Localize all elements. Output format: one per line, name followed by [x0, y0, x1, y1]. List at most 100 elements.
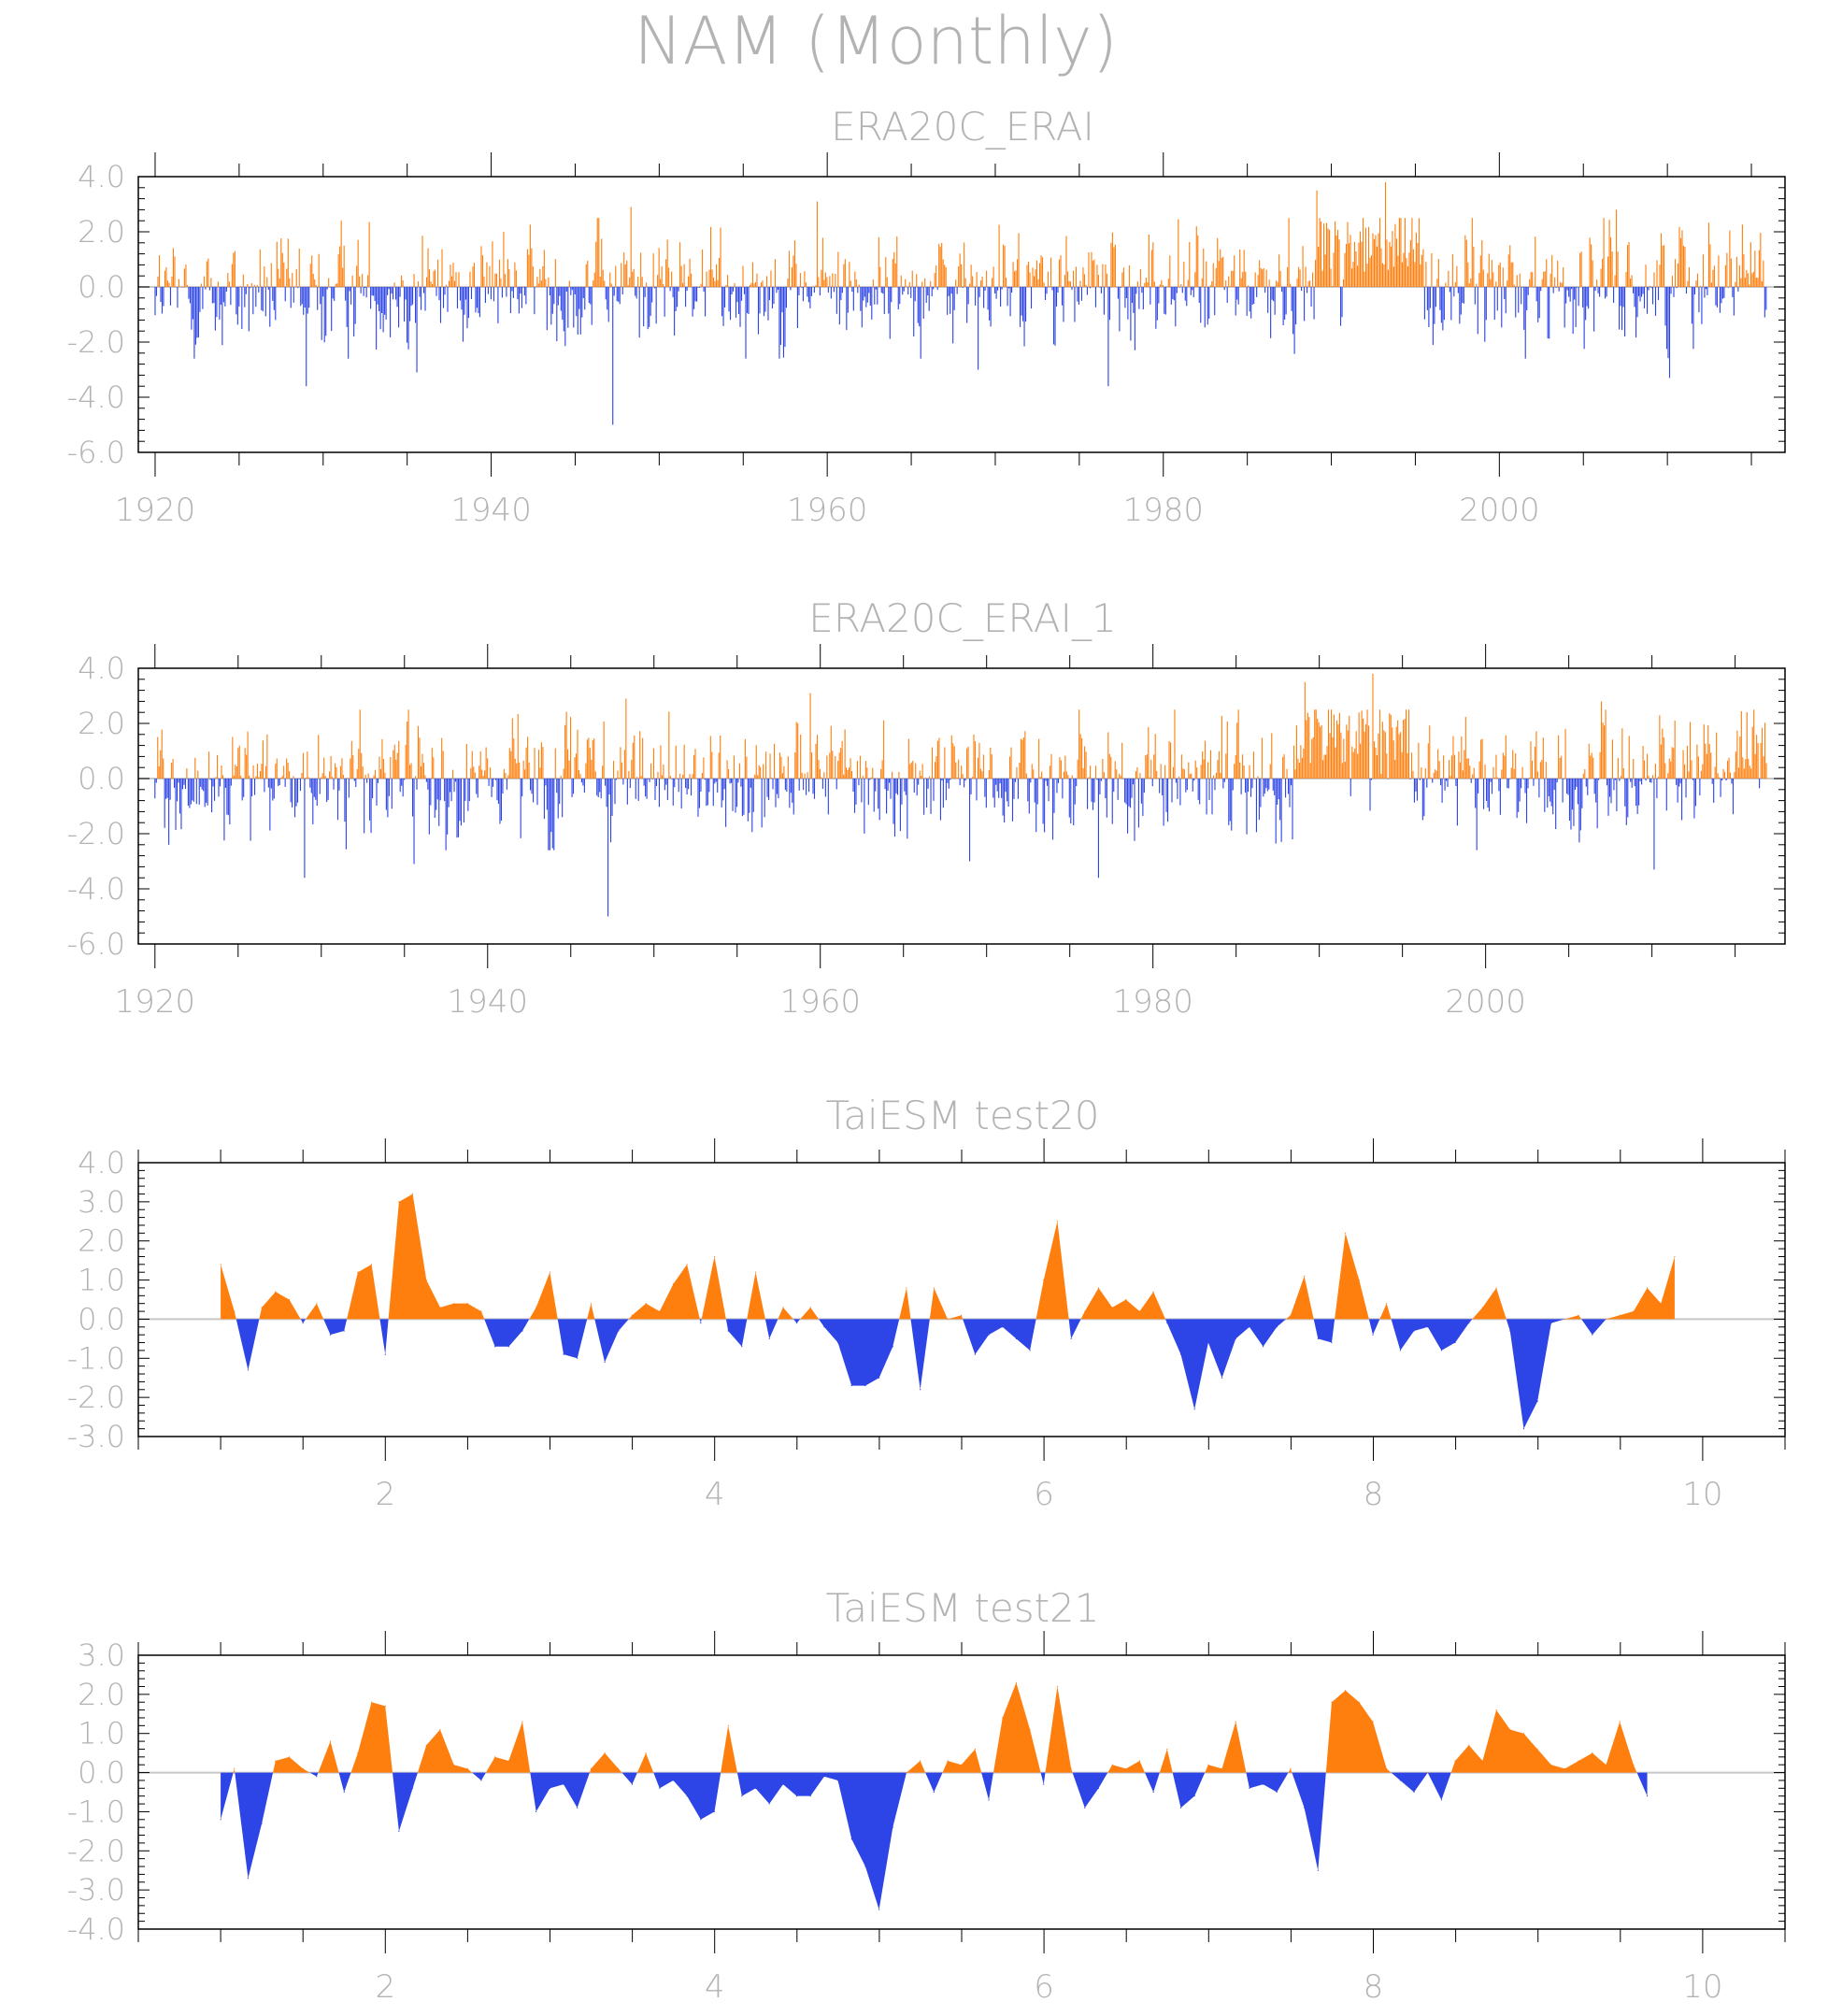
- negative-bar: [813, 779, 816, 799]
- data-point: [234, 1767, 236, 1769]
- negative-bar: [1274, 779, 1276, 795]
- negative-bar: [952, 287, 954, 344]
- data-point: [741, 1346, 743, 1348]
- negative-bar: [781, 287, 783, 313]
- negative-area: [1368, 1319, 1380, 1336]
- positive-bar: [298, 249, 300, 287]
- positive-bar: [585, 264, 587, 287]
- negative-bar: [1759, 779, 1761, 789]
- positive-bar: [955, 762, 957, 779]
- positive-bar: [532, 266, 534, 287]
- negative-bar: [1610, 779, 1612, 804]
- positive-bar: [1290, 283, 1292, 287]
- positive-bar: [1355, 250, 1357, 287]
- positive-bar: [261, 764, 263, 779]
- negative-bar: [559, 779, 561, 805]
- positive-bar: [881, 760, 883, 779]
- negative-bar: [350, 287, 352, 305]
- negative-bar: [518, 287, 520, 314]
- positive-bar: [703, 757, 705, 779]
- positive-bar: [1114, 244, 1116, 287]
- positive-bar: [1194, 272, 1196, 287]
- negative-bar: [1573, 779, 1575, 826]
- positive-bar: [916, 274, 918, 287]
- positive-bar: [1653, 272, 1655, 287]
- negative-bar: [476, 779, 478, 794]
- positive-bar: [1369, 257, 1371, 287]
- positive-bar: [1335, 235, 1337, 287]
- negative-bar: [1641, 779, 1643, 785]
- positive-bar: [815, 743, 817, 779]
- negative-bar: [1158, 287, 1160, 304]
- positive-bar: [728, 768, 730, 779]
- positive-bar: [185, 265, 187, 287]
- positive-bar: [398, 740, 400, 779]
- negative-bar: [1223, 779, 1225, 782]
- positive-bar: [1651, 775, 1654, 779]
- negative-bar: [267, 779, 269, 788]
- negative-bar: [1250, 779, 1252, 797]
- negative-bar: [1350, 779, 1351, 796]
- negative-bar: [887, 779, 889, 791]
- positive-bar: [1456, 265, 1458, 287]
- negative-bar: [619, 287, 621, 305]
- positive-bar: [1400, 218, 1402, 287]
- positive-bar: [1135, 771, 1137, 779]
- positive-bar: [1564, 728, 1566, 779]
- data-point: [878, 1377, 880, 1379]
- positive-bar: [689, 258, 691, 287]
- positive-bar: [485, 747, 487, 779]
- y-tick-label: 4.0: [78, 159, 125, 194]
- positive-bar: [671, 271, 673, 287]
- data-point: [1207, 1341, 1209, 1344]
- positive-bar: [283, 262, 285, 287]
- negative-bar: [1151, 779, 1153, 787]
- positive-bar: [593, 272, 595, 287]
- positive-bar: [626, 260, 628, 287]
- negative-bar: [1564, 287, 1565, 328]
- positive-bar: [1751, 726, 1753, 779]
- negative-bar: [360, 287, 362, 293]
- data-point: [782, 1307, 784, 1308]
- negative-bar: [635, 287, 636, 296]
- positive-bar: [962, 774, 964, 779]
- positive-bar: [837, 761, 839, 779]
- positive-bar: [1747, 273, 1749, 287]
- positive-bar: [646, 282, 648, 287]
- negative-bar: [669, 287, 671, 292]
- positive-bar: [675, 745, 677, 779]
- positive-bar: [1085, 284, 1087, 287]
- positive-bar: [1119, 773, 1121, 779]
- positive-bar: [270, 263, 272, 287]
- negative-bar: [1568, 287, 1570, 297]
- positive-bar: [433, 757, 435, 779]
- negative-bar: [459, 779, 461, 822]
- negative-bar: [567, 287, 569, 328]
- positive-bar: [1082, 267, 1084, 287]
- positive-bar: [754, 281, 757, 287]
- positive-bar: [1060, 255, 1062, 287]
- negative-bar: [1544, 779, 1546, 812]
- positive-bar: [756, 273, 758, 287]
- negative-bar: [1103, 287, 1105, 315]
- negative-bar: [484, 287, 486, 304]
- negative-bar: [1570, 779, 1572, 830]
- positive-bar: [1026, 265, 1028, 287]
- negative-bar: [893, 779, 896, 837]
- positive-bar: [765, 751, 767, 779]
- negative-bar: [819, 287, 821, 296]
- positive-bar: [1753, 709, 1755, 779]
- positive-bar: [1410, 752, 1413, 779]
- negative-bar: [1605, 287, 1607, 299]
- negative-bar: [1685, 779, 1687, 798]
- negative-bar: [206, 779, 207, 803]
- negative-bar: [1113, 779, 1115, 793]
- positive-bar: [1451, 254, 1453, 287]
- data-point: [1345, 1232, 1347, 1234]
- positive-bar: [1430, 777, 1432, 779]
- negative-bar: [1519, 779, 1521, 802]
- positive-bar: [1758, 250, 1760, 287]
- negative-bar: [869, 287, 871, 307]
- negative-bar: [1650, 287, 1652, 289]
- negative-bar: [741, 779, 743, 817]
